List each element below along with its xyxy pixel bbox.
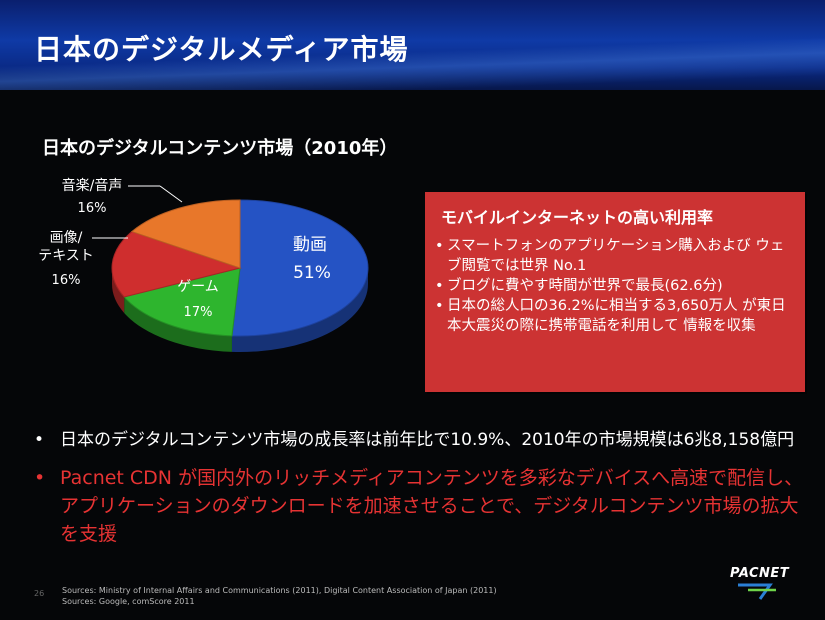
callout-list: スマートフォンのアプリケーション購入および ウェブ閲覧では世界 No.1 ブログ… (435, 236, 793, 336)
slice-value-game: 17% (184, 305, 213, 320)
slice-label-video: 動画 (293, 235, 327, 255)
pie-chart: 動画 51% ゲーム 17% 画像/テキスト 16% 音楽/音声 16% (38, 177, 369, 352)
pacnet-cdn-bullet: • Pacnet CDN が国内外のリッチメディアコンテンツを多彩なデバイスへ高… (28, 464, 808, 548)
bullet-dot: • (34, 430, 45, 450)
pie-slice-side (112, 268, 125, 313)
logo-text: PACNET (730, 566, 790, 581)
bullet-text: Pacnet CDN が国内外のリッチメディアコンテンツを多彩なデバイスへ高速で… (60, 467, 804, 545)
callout-item: 日本の総人口の36.2%に相当する3,650万人 が東日本大震災の際に携帯電話を… (435, 296, 793, 336)
mobile-internet-callout: モバイルインターネットの高い利用率 スマートフォンのアプリケーション購入および … (425, 192, 805, 392)
slice-value-music: 16% (78, 201, 107, 216)
pie-slice-3 (111, 231, 242, 298)
slide-title: 日本のデジタルメディア市場 (34, 33, 409, 66)
pie-slice-4 (130, 199, 241, 269)
title-bar: 日本のデジタルメディア市場 (0, 0, 825, 90)
pie-slice-1 (231, 199, 369, 337)
source-line: Sources: Google, comScore 2011 (62, 597, 195, 606)
bullet-dot: • (34, 467, 46, 489)
slice-label-music: 音楽/音声 (62, 177, 123, 194)
logo-swoosh-icon (738, 583, 776, 600)
pacnet-logo: PACNET (730, 566, 810, 608)
market-growth-bullet: • 日本のデジタルコンテンツ市場の成長率は前年比で10.9%、2010年の市場規… (28, 428, 808, 452)
pie-slice-side (124, 296, 232, 352)
leader-line-music (159, 185, 183, 203)
callout-title: モバイルインターネットの高い利用率 (441, 208, 714, 227)
slice-value-video: 51% (293, 263, 331, 283)
pie-slice-2 (123, 267, 241, 337)
sources: Sources: Ministry of Internal Affairs an… (62, 585, 497, 607)
chart-title: 日本のデジタルコンテンツ市場（2010年） (42, 138, 398, 159)
source-line: Sources: Ministry of Internal Affairs an… (62, 586, 497, 595)
slice-label-image-line1: 画像/ (50, 230, 83, 246)
bullet-text: 日本のデジタルコンテンツ市場の成長率は前年比で10.9%、2010年の市場規模は… (60, 430, 795, 450)
slice-label-image-line2: テキスト (38, 248, 94, 264)
slice-label-game: ゲーム (177, 279, 219, 295)
page-number: 26 (34, 589, 45, 598)
callout-item: スマートフォンのアプリケーション購入および ウェブ閲覧では世界 No.1 (435, 236, 793, 276)
callout-item: ブログに費やす時間が世界で最長(62.6分) (435, 276, 793, 296)
slice-value-image: 16% (52, 273, 81, 288)
bullet-list: • 日本のデジタルコンテンツ市場の成長率は前年比で10.9%、2010年の市場規… (28, 428, 808, 548)
